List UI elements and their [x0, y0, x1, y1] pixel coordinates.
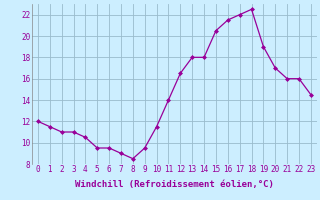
X-axis label: Windchill (Refroidissement éolien,°C): Windchill (Refroidissement éolien,°C)	[75, 180, 274, 189]
